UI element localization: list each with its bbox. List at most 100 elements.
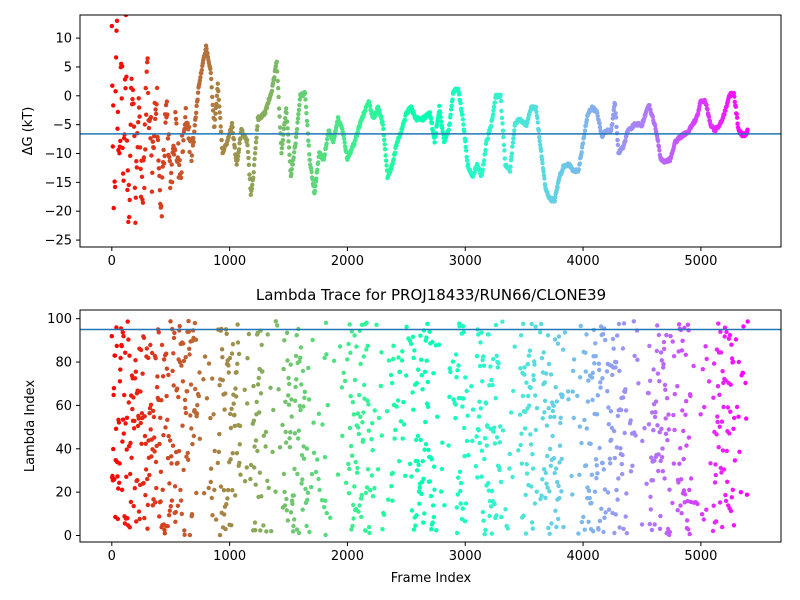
lambda-point bbox=[417, 501, 422, 506]
delta-g-point bbox=[171, 152, 177, 157]
lambda-point bbox=[365, 467, 371, 472]
delta-g-point bbox=[306, 138, 311, 143]
lambda-point bbox=[590, 397, 595, 403]
lambda-point bbox=[173, 509, 178, 515]
lambda-point bbox=[470, 438, 475, 444]
lambda-point bbox=[680, 338, 685, 343]
delta-g-point bbox=[246, 155, 251, 161]
delta-g-point bbox=[156, 158, 161, 163]
lambda-point bbox=[615, 333, 620, 338]
lambda-point bbox=[298, 407, 303, 413]
lambda-point bbox=[188, 413, 193, 418]
delta-g-point bbox=[141, 155, 147, 160]
delta-g-point bbox=[464, 148, 469, 153]
lambda-point bbox=[728, 508, 734, 514]
lambda-point bbox=[558, 420, 563, 426]
lambda-point bbox=[358, 361, 363, 367]
lambda-point bbox=[413, 437, 419, 443]
lambda-point bbox=[237, 423, 243, 429]
lambda-point bbox=[159, 398, 164, 403]
lambda-point bbox=[259, 494, 264, 499]
lambda-point bbox=[186, 457, 191, 462]
lambda-point bbox=[117, 480, 122, 485]
delta-g-point bbox=[168, 185, 173, 191]
lambda-point bbox=[590, 370, 595, 376]
lambda-point bbox=[727, 332, 733, 338]
lambda-point bbox=[479, 474, 484, 479]
lambda-point bbox=[479, 330, 484, 335]
lambda-point bbox=[553, 385, 558, 390]
lambda-point bbox=[291, 523, 296, 529]
lambda-point bbox=[713, 462, 718, 467]
delta-g-point bbox=[508, 164, 513, 169]
delta-g-point bbox=[280, 138, 286, 143]
delta-g-point bbox=[341, 136, 347, 141]
lambda-point bbox=[662, 346, 667, 352]
lambda-point bbox=[187, 352, 192, 357]
lambda-point bbox=[211, 412, 216, 417]
lambda-point bbox=[684, 399, 689, 404]
lambda-point bbox=[228, 411, 233, 417]
y-tick-label: 60 bbox=[55, 399, 72, 414]
lambda-point bbox=[111, 446, 116, 452]
delta-g-point bbox=[218, 124, 223, 129]
lambda-point bbox=[728, 409, 733, 414]
lambda-point bbox=[112, 477, 117, 482]
lambda-point bbox=[114, 343, 120, 349]
lambda-point bbox=[600, 331, 606, 337]
delta-g-point bbox=[195, 97, 200, 102]
delta-g-point bbox=[292, 150, 297, 155]
delta-g-point bbox=[213, 105, 219, 111]
lambda-point bbox=[212, 487, 217, 493]
lambda-point bbox=[184, 389, 190, 394]
delta-g-point bbox=[218, 115, 223, 121]
lambda-point bbox=[285, 518, 290, 523]
lambda-point bbox=[376, 415, 382, 421]
delta-g-point bbox=[498, 92, 503, 98]
lambda-point bbox=[582, 527, 587, 532]
lambda-point bbox=[111, 386, 117, 391]
lambda-point bbox=[296, 530, 302, 536]
lambda-point bbox=[290, 529, 296, 534]
lambda-point bbox=[527, 403, 532, 408]
lambda-point bbox=[255, 448, 260, 454]
lambda-point bbox=[234, 370, 239, 375]
lambda-point bbox=[122, 392, 127, 398]
lambda-point bbox=[128, 440, 133, 446]
lambda-point bbox=[601, 467, 606, 472]
lambda-point bbox=[258, 391, 264, 396]
lambda-point bbox=[475, 475, 480, 480]
lambda-point bbox=[539, 355, 545, 361]
delta-g-point bbox=[216, 88, 221, 94]
delta-g-point bbox=[230, 130, 236, 136]
delta-g-point bbox=[142, 122, 147, 127]
lambda-point bbox=[323, 498, 328, 503]
lambda-point bbox=[427, 329, 432, 334]
lambda-point bbox=[389, 380, 395, 386]
lambda-point bbox=[672, 427, 677, 433]
lambda-point bbox=[483, 527, 488, 533]
lambda-point bbox=[419, 491, 424, 497]
lambda-point bbox=[168, 504, 173, 509]
lambda-point bbox=[317, 487, 322, 493]
lambda-point bbox=[285, 358, 290, 363]
delta-g-point bbox=[464, 158, 470, 163]
lambda-point bbox=[684, 443, 689, 448]
lambda-point bbox=[293, 398, 298, 403]
lambda-point bbox=[219, 347, 225, 352]
delta-g-point bbox=[186, 124, 192, 130]
delta-g-point bbox=[165, 112, 170, 117]
lambda-point bbox=[581, 514, 586, 520]
lambda-point bbox=[170, 368, 175, 374]
lambda-point bbox=[369, 437, 374, 442]
lambda-point bbox=[540, 477, 545, 482]
delta-g-point bbox=[163, 102, 169, 108]
lambda-point bbox=[646, 390, 651, 396]
lambda-point bbox=[172, 330, 177, 336]
lambda-point bbox=[261, 433, 266, 438]
lambda-point bbox=[620, 471, 625, 477]
lambda-point bbox=[294, 377, 299, 382]
lambda-point bbox=[715, 384, 721, 389]
lambda-point bbox=[681, 488, 687, 493]
